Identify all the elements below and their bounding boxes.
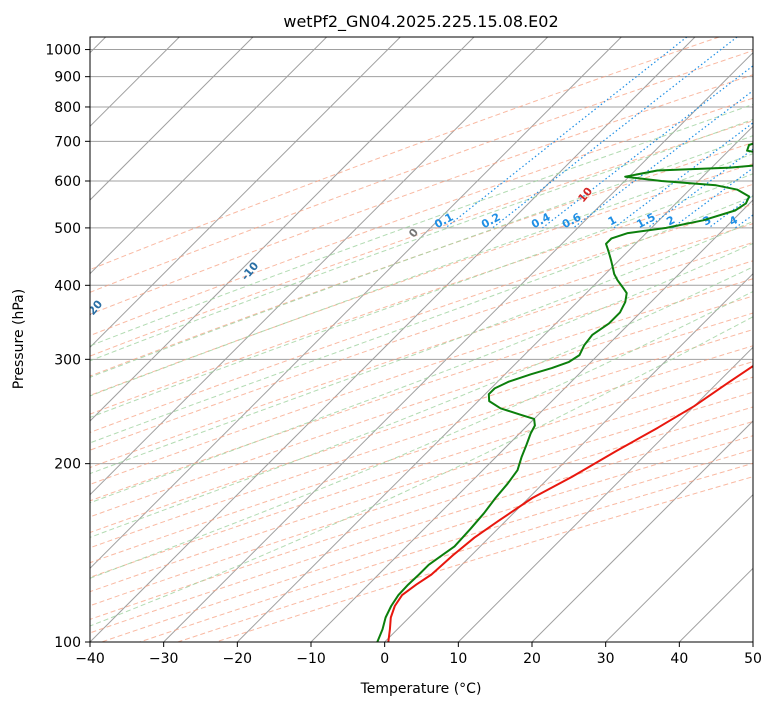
dry-adiabat-line <box>90 376 753 593</box>
dry-adiabat-label: -10 <box>239 259 262 283</box>
moist-adiabat-line <box>90 135 753 378</box>
dry-adiabat-line <box>90 97 753 337</box>
temperature-line <box>387 364 753 642</box>
y-tick-label: 500 <box>54 221 81 237</box>
mixing-ratio-line <box>734 214 753 229</box>
x-tick-label: −10 <box>296 651 326 667</box>
dry-adiabat-line <box>90 241 753 469</box>
x-tick-label: −30 <box>149 651 179 667</box>
x-tick-label: 10 <box>449 651 467 667</box>
dry-adiabat-line <box>90 278 753 502</box>
x-tick-label: 20 <box>523 651 541 667</box>
moist-adiabat-line <box>90 290 753 579</box>
y-tick-label: 300 <box>54 352 81 368</box>
dry-adiabat-line <box>90 74 753 315</box>
dry-adiabat-line <box>101 435 753 642</box>
moist-adiabat-line <box>90 220 753 475</box>
mixing-ratio-line <box>572 89 753 229</box>
x-tick-label: 40 <box>670 651 688 667</box>
y-tick-label: 800 <box>54 100 81 116</box>
moist-adiabat-line <box>90 103 753 347</box>
isotherm-line <box>752 641 753 642</box>
plot-frame <box>89 36 754 643</box>
x-axis-title: Temperature (°C) <box>360 681 482 697</box>
moist-adiabat-line <box>90 242 753 504</box>
dry-adiabat-line <box>90 203 753 433</box>
isotherm-line <box>236 125 753 642</box>
isotherm-line <box>90 37 549 496</box>
dry-adiabat-label: -20 <box>83 297 106 321</box>
isotherm-line <box>90 37 622 570</box>
mixing-ratio-label: 6 <box>766 213 775 228</box>
dry-adiabat-line <box>90 142 753 377</box>
dry-adiabat-line <box>90 312 753 534</box>
dry-adiabat-line <box>90 163 753 396</box>
x-tick-label: 30 <box>597 651 615 667</box>
dry-adiabat-line <box>177 462 753 642</box>
y-tick-label: 100 <box>54 635 81 651</box>
dry-adiabat-label: 10 <box>575 185 595 205</box>
x-tick-label: 0 <box>380 651 389 667</box>
isotherm-line <box>678 567 753 642</box>
y-tick-label: 900 <box>54 70 81 86</box>
axes: −40 −30 −20 −10 0 10 20 30 40 50 1000 900 800 700 600 5… <box>45 43 762 667</box>
isotherm-line <box>90 37 475 422</box>
dry-adiabat-line <box>90 295 753 518</box>
moist-adiabat-line <box>90 266 753 538</box>
isotherm-line <box>605 493 753 642</box>
y-tick-label: 200 <box>54 457 81 473</box>
moist-adiabat-line <box>90 118 753 362</box>
isotherm-line <box>457 346 753 642</box>
mixing-ratio-line <box>492 37 738 229</box>
dewpoint-line <box>376 142 753 642</box>
mixing-ratio-label: 1 <box>606 213 619 228</box>
isotherm-line <box>163 51 753 642</box>
x-tick-label: 50 <box>744 651 762 667</box>
dry-adiabat-line <box>90 120 753 357</box>
isotherm-line <box>90 37 401 349</box>
y-axis-title: Pressure (hPa) <box>11 289 27 389</box>
isotherm-line <box>90 37 328 275</box>
y-tick-label: 1000 <box>45 43 81 59</box>
mixing-ratio-label: 4 <box>727 213 740 228</box>
moist-adiabat-line <box>90 173 753 418</box>
isotherm-line <box>384 272 753 642</box>
mixing-ratio-line <box>542 65 753 229</box>
dry-adiabat-line <box>90 361 753 578</box>
dry-adiabat-line <box>90 329 753 549</box>
dry-adiabat-line <box>90 345 753 564</box>
isotherm-line <box>531 420 753 642</box>
y-tick-label: 700 <box>54 134 81 150</box>
isotherm-line <box>310 199 753 642</box>
dry-adiabat-line <box>90 50 753 293</box>
plot-area: 0.10.20.40.611.52346810131620253036-100-… <box>83 37 775 642</box>
y-tick-label: 400 <box>54 278 81 294</box>
dry-adiabat-line <box>90 260 753 485</box>
chart-title: wetPf2_GN04.2025.225.15.08.E02 <box>283 12 558 32</box>
moist-adiabat-line <box>90 153 753 397</box>
mixing-ratio-line <box>613 122 753 229</box>
isotherm-line <box>90 37 254 201</box>
y-tick-label: 600 <box>54 174 81 190</box>
dry-adiabat-label: 20 <box>756 146 775 166</box>
moist-adiabat-line <box>90 195 753 444</box>
dry-adiabat-line <box>90 37 720 271</box>
dry-adiabat-line <box>90 183 753 415</box>
x-tick-label: −40 <box>75 651 105 667</box>
dry-adiabat-line <box>90 223 753 451</box>
isotherm-line <box>90 37 696 642</box>
mixing-ratio-line <box>672 167 753 229</box>
x-tick-label: −20 <box>223 651 253 667</box>
dry-adiabat-line <box>90 391 753 607</box>
